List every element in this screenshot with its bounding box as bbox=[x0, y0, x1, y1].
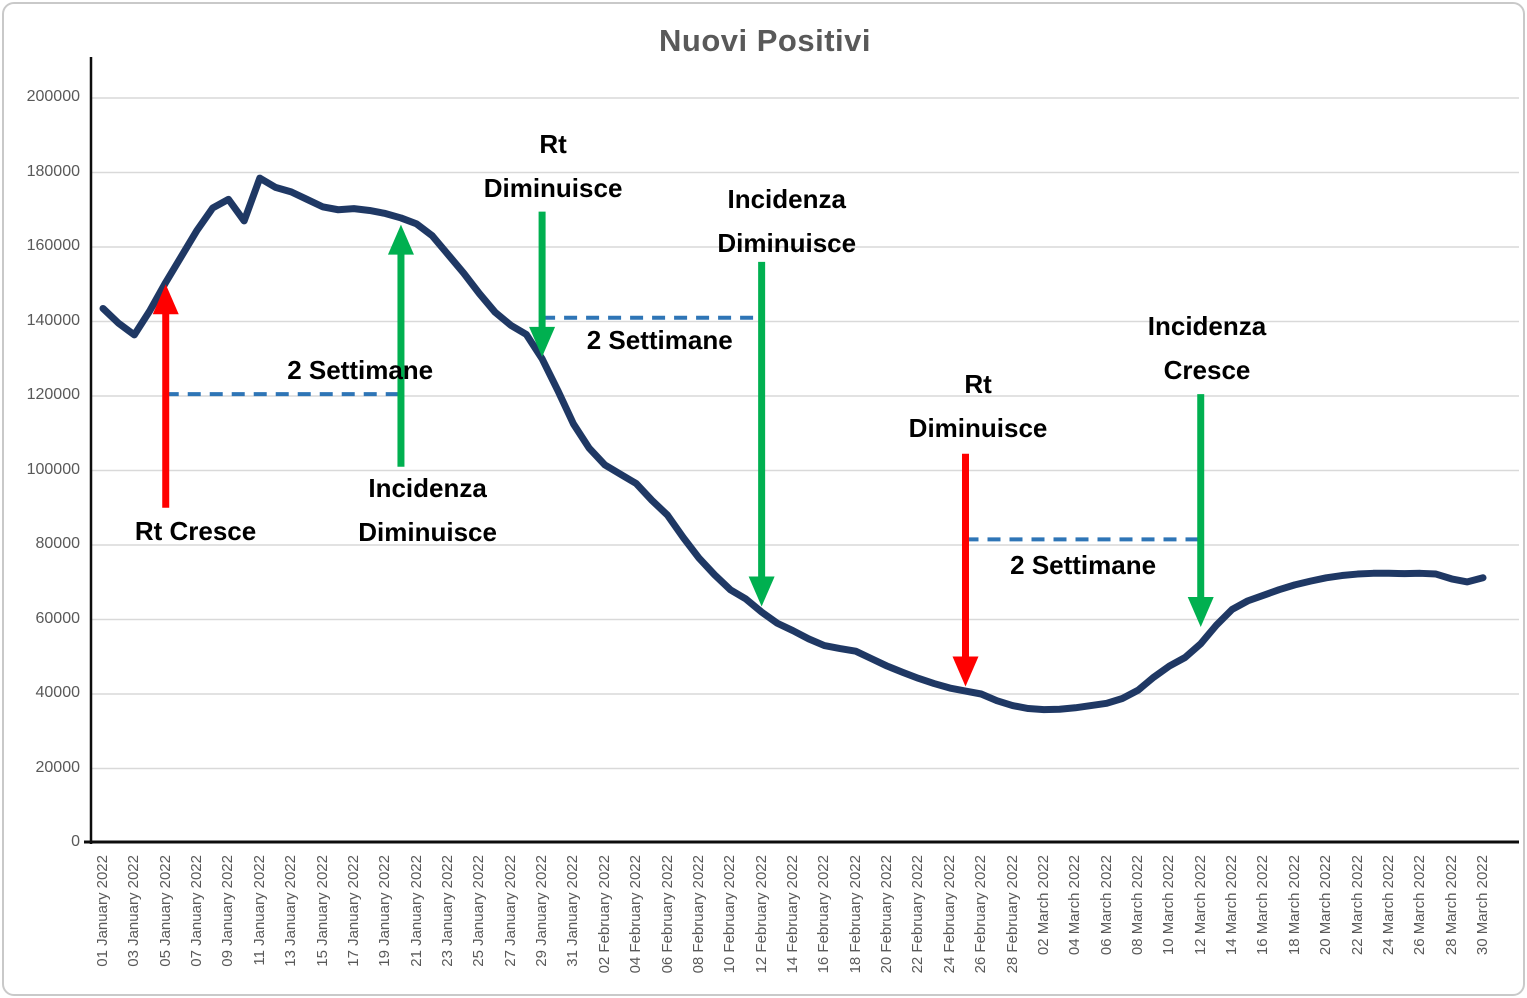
incidenza-diminuisce-arrow-2-head bbox=[748, 576, 775, 607]
incidenza-diminuisce-arrow-1-head bbox=[387, 224, 414, 255]
rt-cresce-arrow-head bbox=[152, 284, 179, 315]
series-line bbox=[99, 174, 1487, 714]
chart-title: Nuovi Positivi bbox=[659, 23, 871, 58]
rt-diminuisce-arrow-2-head bbox=[952, 656, 979, 687]
rt-diminuisce-arrow-1-head bbox=[529, 326, 556, 357]
incidenza-cresce-arrow-head bbox=[1187, 596, 1214, 627]
